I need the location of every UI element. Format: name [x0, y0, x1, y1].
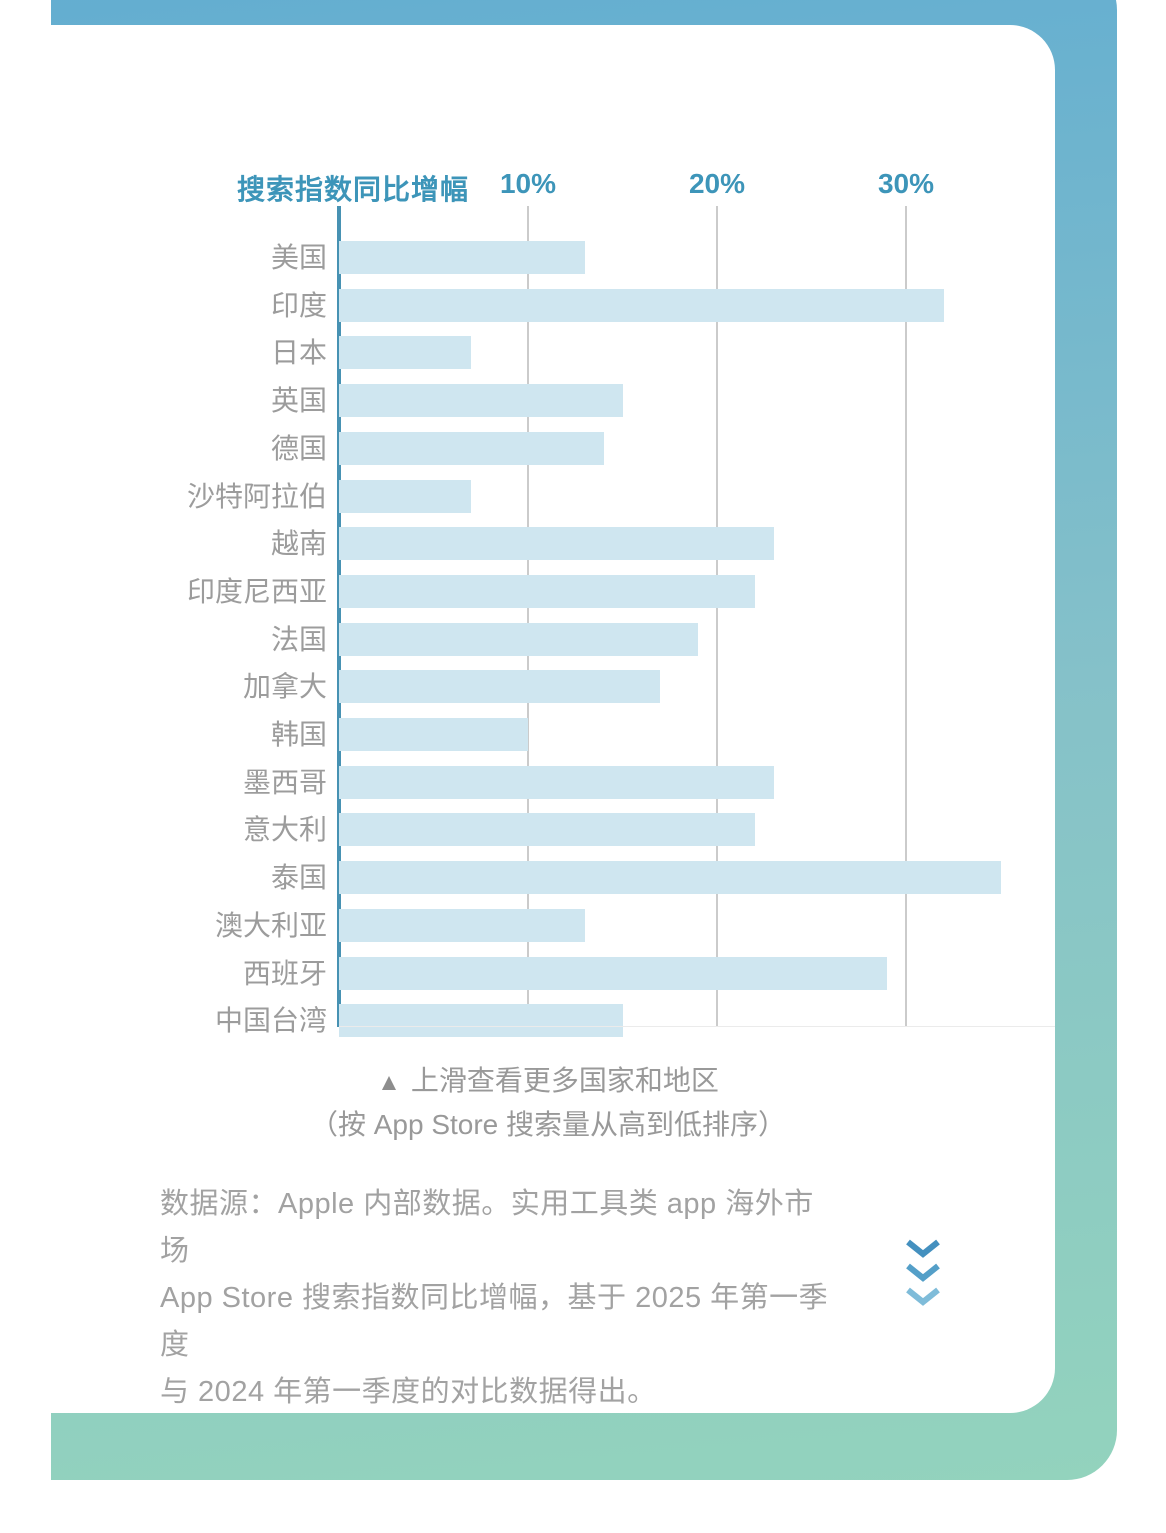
source-line-3: 与 2024 年第一季度的对比数据得出。	[160, 1376, 657, 1408]
category-label: 泰国	[270, 862, 327, 894]
category-label: 加拿大	[242, 671, 327, 703]
category-label: 沙特阿拉伯	[186, 480, 327, 512]
category-label: 日本	[270, 337, 327, 369]
triangle-up-icon: ▲	[377, 1069, 401, 1096]
category-label: 英国	[270, 385, 327, 417]
bar-14	[339, 861, 1001, 895]
chart-title: 搜索指数同比增幅	[237, 174, 470, 205]
x-tick-label: 20%	[688, 168, 746, 199]
y-axis-line	[337, 206, 341, 1027]
content-card: 搜索指数同比增幅 10% 20% 30% 美国印度日本英国德国沙特阿拉伯越南印度尼西…	[0, 25, 1055, 1413]
bar-7	[339, 527, 774, 561]
bar-5	[339, 431, 604, 465]
category-label: 印度尼西亚	[186, 575, 327, 607]
x-tick-label: 30%	[877, 168, 935, 199]
bar-3	[339, 336, 472, 370]
scroll-down-chevrons-icon[interactable]	[904, 1237, 944, 1317]
bar-16	[339, 956, 888, 990]
category-label: 意大利	[242, 814, 327, 846]
gridline	[905, 206, 907, 1027]
category-label: 西班牙	[242, 957, 327, 989]
gridline	[527, 206, 529, 1027]
bar-6	[339, 479, 472, 513]
bar-1	[339, 241, 585, 274]
bar-8	[339, 574, 755, 608]
plot-area	[337, 206, 1011, 1038]
bar-17	[339, 1004, 623, 1038]
chevron-down-icon	[906, 1287, 940, 1306]
bar-15	[339, 908, 585, 942]
scroll-note-line2: （按 App Store 搜索量从高到低排序）	[309, 1109, 787, 1140]
bar-2	[339, 288, 944, 322]
category-label: 韩国	[270, 719, 327, 750]
category-label: 印度	[270, 289, 327, 321]
scroll-note-line1: ▲ 上滑查看更多国家和地区	[0, 1060, 1096, 1104]
source-line-2: App Store 搜索指数同比增幅，基于 2025 年第一季度	[160, 1282, 829, 1361]
gridline	[716, 206, 718, 1027]
chevron-down-icon	[906, 1263, 940, 1282]
category-label: 越南	[270, 528, 327, 560]
bar-11	[339, 718, 528, 751]
category-label: 墨西哥	[242, 766, 327, 798]
source-line-1: 数据源：Apple 内部数据。实用工具类 app 海外市场	[160, 1188, 814, 1267]
bar-4	[339, 384, 623, 418]
chevron-down-icon	[906, 1239, 940, 1258]
bar-9	[339, 622, 699, 656]
bar-10	[339, 670, 661, 704]
category-label: 法国	[270, 623, 327, 655]
category-label: 德国	[270, 432, 327, 464]
category-label: 中国台湾	[214, 1005, 327, 1037]
plot-baseline	[339, 1026, 1055, 1027]
category-label: 澳大利亚	[214, 909, 327, 941]
data-source-text: 数据源：Apple 内部数据。实用工具类 app 海外市场 App Store …	[160, 1181, 840, 1416]
bar-13	[339, 813, 755, 847]
scroll-note: ▲ 上滑查看更多国家和地区 （按 App Store 搜索量从高到低排序）	[0, 1060, 1096, 1146]
scroll-note-text: 上滑查看更多国家和地区	[410, 1065, 719, 1096]
bar-12	[339, 765, 774, 799]
category-label: 美国	[270, 242, 327, 273]
x-tick-label: 10%	[499, 168, 557, 199]
